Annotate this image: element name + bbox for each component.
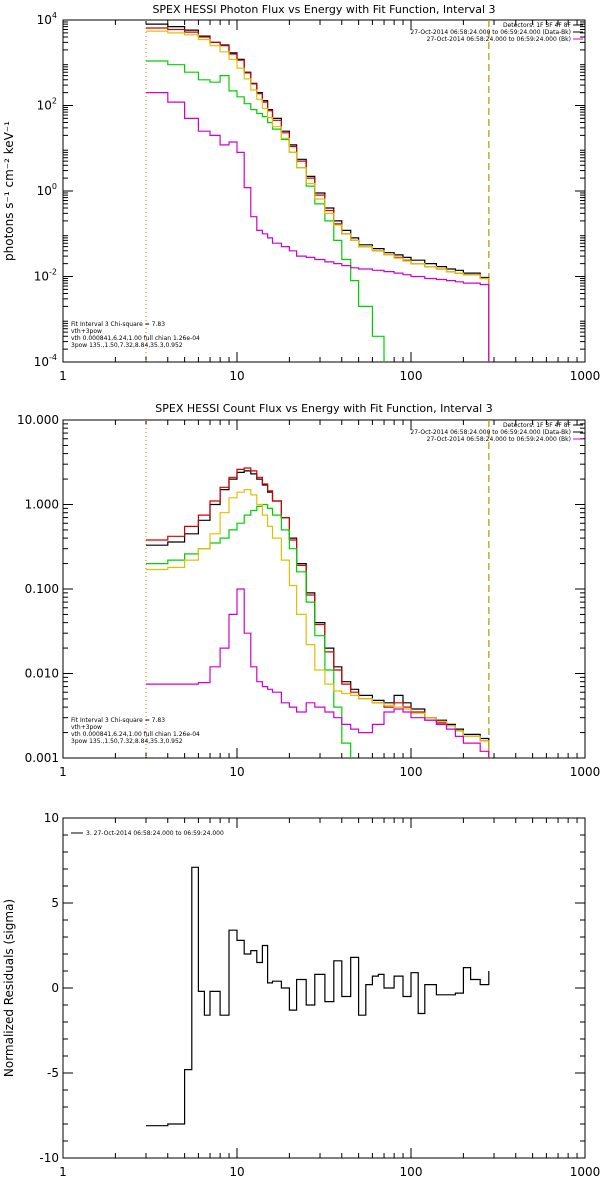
y-tick-exponent: 0 — [52, 182, 57, 191]
y-tick-label: 10 — [44, 811, 59, 825]
y-tick-base: 10 — [34, 270, 49, 284]
y-tick-label: 0 — [51, 981, 59, 995]
legend-text: vth+3pow — [71, 328, 102, 335]
series-line-3-27-oct-2014-06-58-24-000-to-06-59-24-000 — [146, 866, 490, 1127]
y-tick-exponent: 2 — [52, 97, 57, 106]
y-tick-label: -5 — [47, 1066, 59, 1080]
legend-text: 3pow 135.,1.50,7.32,8.84,35.3,0.952 — [71, 342, 183, 349]
y-tick-label: 100 — [37, 182, 57, 198]
series-line-vth-3pow — [146, 27, 490, 362]
x-tick-label: 100 — [400, 765, 423, 779]
y-tick-label: 0.001 — [25, 751, 59, 765]
plot-frame — [62, 19, 586, 363]
series-line-vth — [146, 60, 385, 362]
series-line-vth — [146, 503, 352, 758]
y-tick-base: 10 — [37, 13, 52, 27]
y-tick-label: 102 — [37, 97, 57, 113]
x-tick-label: 1 — [59, 369, 67, 383]
series-line-3pow — [146, 30, 490, 362]
y-tick-label: 0.100 — [25, 582, 59, 596]
x-tick-label: 1000 — [570, 369, 600, 383]
y-tick-base: 10 — [34, 355, 49, 369]
y-tick-label: 10.000 — [17, 413, 59, 427]
y-tick-exponent: -4 — [49, 353, 57, 362]
y-axis-label: Normalized Residuals (sigma) — [2, 899, 16, 1077]
y-tick-label: -10 — [39, 1151, 59, 1165]
series-line-bk — [146, 588, 490, 758]
x-tick-label: 10 — [229, 369, 244, 383]
y-tick-label: 1.000 — [25, 498, 59, 512]
y-axis-label: photons s⁻¹ cm⁻² keV⁻¹ — [2, 121, 16, 261]
legend-text: Fit Interval 3 Chi-square = 7.83 — [71, 321, 165, 328]
count-flux-panel: SPEX HESSI Count Flux vs Energy with Fit… — [17, 402, 600, 779]
x-tick-label: 10 — [229, 1165, 244, 1179]
y-tick-base: 10 — [37, 99, 52, 113]
legend-text: 27-Oct-2014 06:58:24.000 to 06:59:24.000… — [427, 436, 571, 443]
y-tick-label: 10-4 — [34, 353, 57, 369]
legend-text: Detectors: 1F 3F 4F 8F — [503, 22, 572, 29]
legend-text: 27-Oct-2014 06:58:24.000 to 06:59:24.000… — [427, 36, 571, 43]
plot-frame — [62, 817, 586, 1159]
y-tick-exponent: -2 — [49, 268, 57, 277]
legend-text: vth 0.000841,6.24,1.00 full chian 1.26e-… — [71, 335, 200, 342]
legend-text: 27-Oct-2014 06:58:24.000 to 06:59:24.000… — [410, 429, 571, 436]
x-tick-label: 1 — [59, 765, 67, 779]
legend-text: 3. 27-Oct-2014 06:58:24.000 to 06:59:24.… — [86, 830, 224, 837]
x-tick-label: 100 — [400, 369, 423, 383]
x-tick-label: 100 — [400, 1165, 423, 1179]
photon-flux-panel: SPEX HESSI Photon Flux vs Energy with Fi… — [2, 3, 600, 383]
legend-text: 3pow 135.,1.50,7.32,8.84,35.3,0.952 — [71, 738, 183, 745]
legend-text: 27-Oct-2014 06:58:24.000 to 06:59:24.000… — [410, 29, 571, 36]
y-tick-label: 104 — [37, 11, 57, 27]
x-tick-label: 1000 — [570, 1165, 600, 1179]
residuals-panel: Normalized Residuals (sigma)1 10 100 1000-1… — [2, 811, 600, 1179]
y-tick-label: 10-2 — [34, 268, 57, 284]
series-line-bk — [146, 92, 490, 362]
x-tick-label: 1 — [59, 1165, 67, 1179]
legend-text: vth+3pow — [71, 724, 102, 731]
x-tick-label: 1000 — [570, 765, 600, 779]
chart-title: SPEX HESSI Photon Flux vs Energy with Fi… — [152, 3, 495, 16]
series-line-vth-3pow — [146, 467, 490, 758]
y-tick-base: 10 — [37, 184, 52, 198]
legend-text: vth 0.000841,6.24,1.00 full chian 1.26e-… — [71, 731, 200, 738]
y-tick-exponent: 4 — [52, 11, 57, 20]
y-tick-label: 0.010 — [25, 667, 59, 681]
legend-text: Detectors: 1F 3F 4F 8F — [503, 422, 572, 429]
x-tick-label: 10 — [229, 765, 244, 779]
y-tick-label: 5 — [51, 896, 59, 910]
series-line-3pow — [146, 489, 490, 758]
legend-text: Fit Interval 3 Chi-square = 7.83 — [71, 717, 165, 724]
series-line-data-bk — [146, 470, 490, 758]
chart-title: SPEX HESSI Count Flux vs Energy with Fit… — [155, 402, 492, 415]
